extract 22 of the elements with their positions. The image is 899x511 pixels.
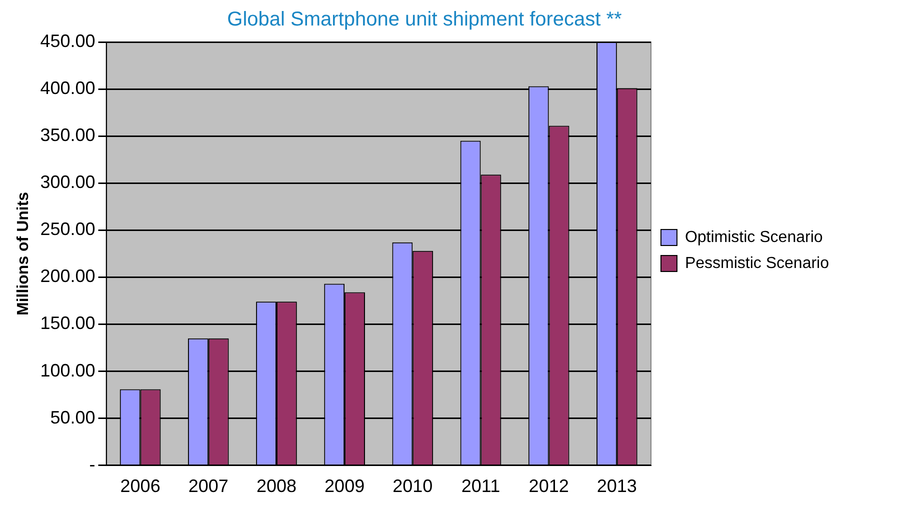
y-tick-label: - [89,454,96,474]
y-tick-label: 450.00 [40,30,96,51]
y-tick-label: 100.00 [40,360,96,380]
legend-label: Pessmistic Scenario [684,254,830,272]
y-tick-label: 250.00 [40,219,96,240]
x-tick-label: 2006 [120,476,160,496]
y-tick-label: 350.00 [40,125,96,146]
y-tick-label: 150.00 [40,313,96,334]
legend-label: Optimistic Scenario [684,228,823,246]
y-tick-label: 300.00 [40,172,96,192]
x-tick-label: 2008 [256,476,296,496]
y-tick-label: 200.00 [40,266,96,286]
x-tick-label: 2009 [324,476,365,496]
x-tick-label: 2007 [188,476,228,496]
y-axis-title: Millions of Units [15,192,32,316]
y-tick-label: 50.00 [50,407,96,428]
x-tick-label: 2011 [461,476,500,496]
y-tick-label: 400.00 [40,78,96,98]
chart-title: Global Smartphone unit shipment forecast ** [227,8,622,31]
x-tick-label: 2010 [392,476,433,496]
x-tick-label: 2012 [528,476,569,496]
x-tick-label: 2013 [596,476,637,496]
